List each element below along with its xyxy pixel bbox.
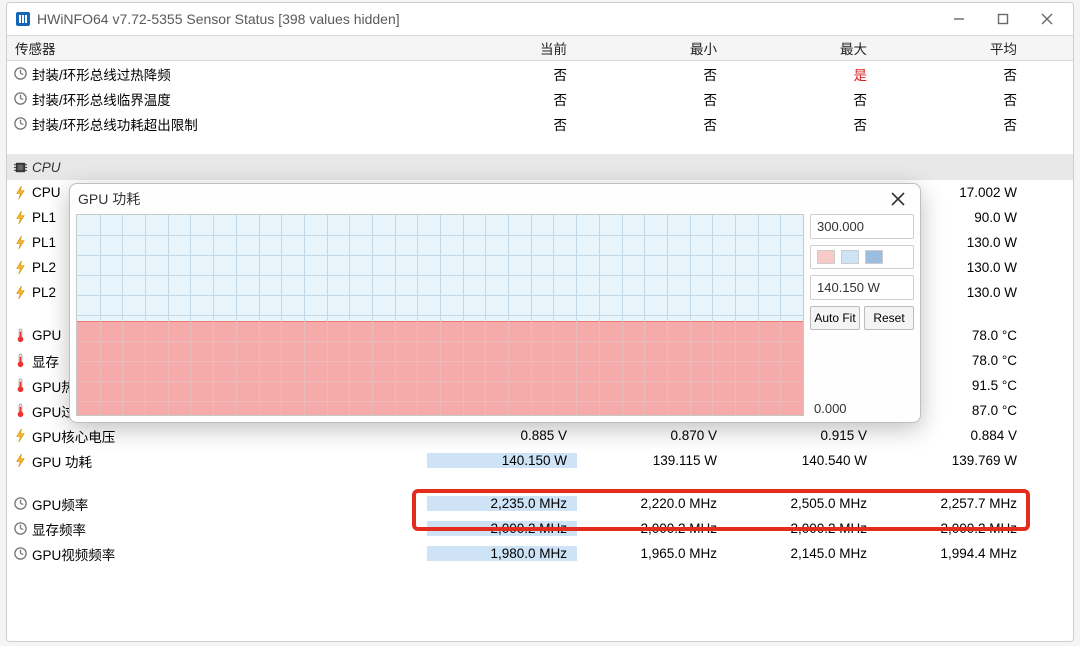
value-current: 否 xyxy=(427,89,577,109)
popup-graph-window[interactable]: GPU 功耗 300.000 140.150 W Auto Fit Reset … xyxy=(69,183,921,423)
popup-close-button[interactable] xyxy=(884,187,912,211)
bolt-icon xyxy=(13,235,28,250)
value-avg: 2,257.7 MHz xyxy=(877,496,1027,511)
section-cpu[interactable]: CPU xyxy=(7,154,1073,180)
row-label: GPU核心电压 xyxy=(7,426,427,446)
table-row[interactable]: GPU频率2,235.0 MHz2,220.0 MHz2,505.0 MHz2,… xyxy=(7,491,1073,516)
value-min: 否 xyxy=(577,114,727,134)
value-current: 140.150 W xyxy=(427,453,577,468)
table-row[interactable]: 封装/环形总线过热降频否否是否 xyxy=(7,61,1073,86)
clock-icon xyxy=(13,116,28,131)
table-row[interactable]: GPU视频频率1,980.0 MHz1,965.0 MHz2,145.0 MHz… xyxy=(7,541,1073,566)
row-label: 封装/环形总线过热降频 xyxy=(7,64,427,84)
app-icon xyxy=(15,11,31,27)
value-max: 否 xyxy=(727,114,877,134)
maximize-button[interactable] xyxy=(981,5,1025,33)
row-label: GPU频率 xyxy=(7,494,427,514)
value-max: 2,145.0 MHz xyxy=(727,546,877,561)
therm-icon xyxy=(13,353,28,368)
value-max: 否 xyxy=(727,89,877,109)
value-current: 2,235.0 MHz xyxy=(427,496,577,511)
legend-swatch[interactable] xyxy=(865,250,883,264)
graph-sidebar: 300.000 140.150 W Auto Fit Reset 0.000 xyxy=(810,214,914,416)
bolt-icon xyxy=(13,185,28,200)
value-min: 0.870 V xyxy=(577,428,727,443)
clock-icon xyxy=(13,66,28,81)
header-sensor[interactable]: 传感器 xyxy=(7,38,427,58)
value-avg: 139.769 W xyxy=(877,453,1027,468)
header-max[interactable]: 最大 xyxy=(727,38,877,58)
table-row[interactable]: 封装/环形总线功耗超出限制否否否否 xyxy=(7,111,1073,136)
row-label: 封装/环形总线功耗超出限制 xyxy=(7,114,427,134)
current-value-label: 140.150 W xyxy=(810,275,914,300)
value-current: 1,980.0 MHz xyxy=(427,546,577,561)
row-label: 封装/环形总线临界温度 xyxy=(7,89,427,109)
clock-icon xyxy=(13,496,28,511)
therm-icon xyxy=(13,328,28,343)
value-avg: 1,994.4 MHz xyxy=(877,546,1027,561)
autofit-button[interactable]: Auto Fit xyxy=(810,306,860,330)
value-max: 2,000.2 MHz xyxy=(727,521,877,536)
close-button[interactable] xyxy=(1025,5,1069,33)
legend-swatches xyxy=(810,245,914,269)
value-max: 0.915 V xyxy=(727,428,877,443)
bolt-icon xyxy=(13,260,28,275)
value-current: 否 xyxy=(427,64,577,84)
clock-icon xyxy=(13,91,28,106)
legend-swatch[interactable] xyxy=(817,250,835,264)
header-avg[interactable]: 平均 xyxy=(877,38,1027,58)
value-min: 2,220.0 MHz xyxy=(577,496,727,511)
popup-title: GPU 功耗 xyxy=(78,189,884,209)
header-min[interactable]: 最小 xyxy=(577,38,727,58)
clock-icon xyxy=(13,521,28,536)
value-avg: 0.884 V xyxy=(877,428,1027,443)
table-row[interactable]: GPU核心电压0.885 V0.870 V0.915 V0.884 V xyxy=(7,423,1073,448)
table-header: 传感器 当前 最小 最大 平均 xyxy=(7,35,1073,61)
row-label: GPU 功耗 xyxy=(7,451,427,471)
row-label: 显存频率 xyxy=(7,519,427,539)
legend-swatch[interactable] xyxy=(841,250,859,264)
table-row[interactable]: GPU 功耗140.150 W139.115 W140.540 W139.769… xyxy=(7,448,1073,473)
y-min-label: 0.000 xyxy=(810,401,914,416)
value-avg: 否 xyxy=(877,64,1027,84)
value-current: 0.885 V xyxy=(427,428,577,443)
bolt-icon xyxy=(13,453,28,468)
clock-icon xyxy=(13,546,28,561)
value-current: 2,000.2 MHz xyxy=(427,521,577,536)
bolt-icon xyxy=(13,428,28,443)
bolt-icon xyxy=(13,210,28,225)
titlebar[interactable]: HWiNFO64 v7.72-5355 Sensor Status [398 v… xyxy=(7,3,1073,35)
value-min: 2,000.2 MHz xyxy=(577,521,727,536)
value-min: 139.115 W xyxy=(577,453,727,468)
value-avg: 否 xyxy=(877,114,1027,134)
table-row[interactable]: 封装/环形总线临界温度否否否否 xyxy=(7,86,1073,111)
reset-button[interactable]: Reset xyxy=(864,306,914,330)
bolt-icon xyxy=(13,285,28,300)
minimize-button[interactable] xyxy=(937,5,981,33)
value-avg: 否 xyxy=(877,89,1027,109)
value-min: 否 xyxy=(577,64,727,84)
value-current: 否 xyxy=(427,114,577,134)
value-max: 2,505.0 MHz xyxy=(727,496,877,511)
value-max: 140.540 W xyxy=(727,453,877,468)
therm-icon xyxy=(13,378,28,393)
value-max: 是 xyxy=(727,64,877,84)
header-current[interactable]: 当前 xyxy=(427,38,577,58)
table-row[interactable]: 显存频率2,000.2 MHz2,000.2 MHz2,000.2 MHz2,0… xyxy=(7,516,1073,541)
popup-titlebar[interactable]: GPU 功耗 xyxy=(70,184,920,214)
value-avg: 2,000.2 MHz xyxy=(877,521,1027,536)
chip-icon xyxy=(13,160,28,175)
popup-body: 300.000 140.150 W Auto Fit Reset 0.000 xyxy=(70,214,920,422)
window-title: HWiNFO64 v7.72-5355 Sensor Status [398 v… xyxy=(37,11,937,27)
row-label: GPU视频频率 xyxy=(7,544,427,564)
value-min: 否 xyxy=(577,89,727,109)
y-max-label: 300.000 xyxy=(810,214,914,239)
graph-area[interactable] xyxy=(76,214,804,416)
value-min: 1,965.0 MHz xyxy=(577,546,727,561)
therm-icon xyxy=(13,403,28,418)
